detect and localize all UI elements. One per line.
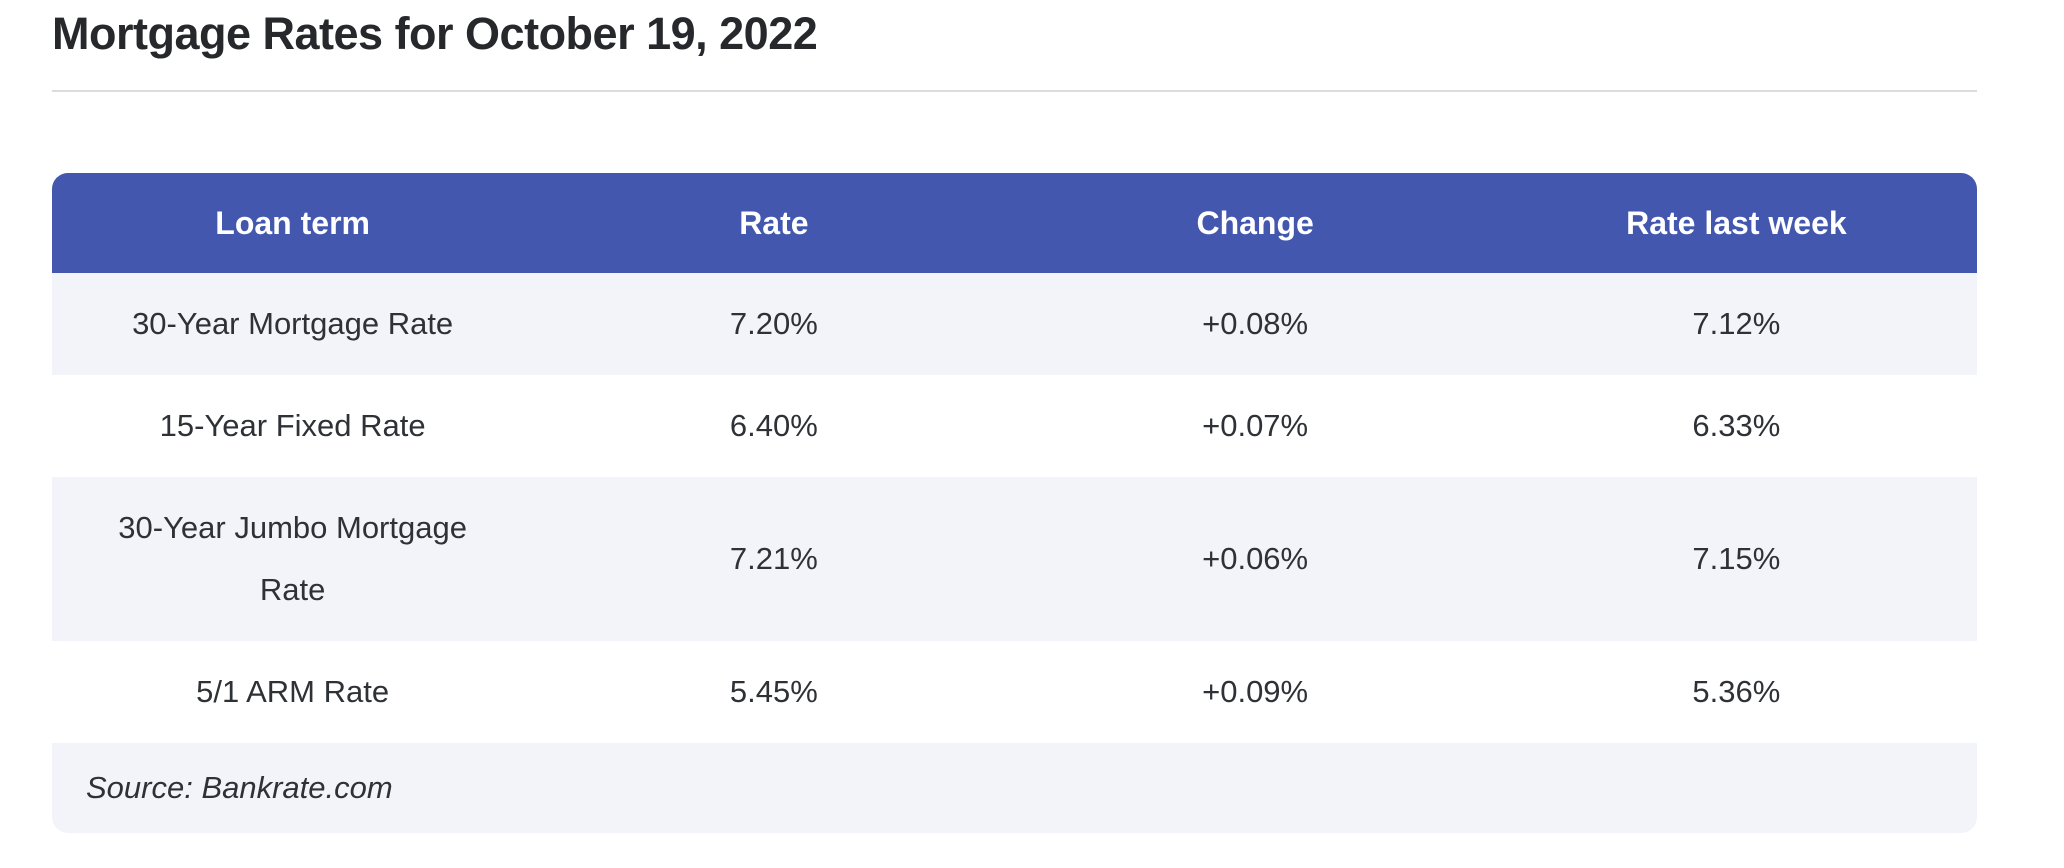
cell-rate-last-week: 6.33% (1692, 408, 1781, 443)
cell-change: +0.09% (1202, 674, 1309, 709)
cell-rate-last-week: 7.15% (1692, 541, 1781, 576)
page: Mortgage Rates for October 19, 2022 Loan… (52, 8, 1977, 833)
column-header-change: Change (1196, 204, 1314, 241)
cell-loan-term: 5/1 ARM Rate (52, 661, 533, 723)
cell-loan-term: 15-Year Fixed Rate (52, 395, 533, 457)
loan-term-text: 30-Year Jumbo Mortgage Rate (118, 510, 467, 607)
mortgage-rates-table: Loan term Rate Change Rate last week 30-… (52, 173, 1977, 833)
cell-change: +0.08% (1202, 306, 1309, 341)
table-row: 30-Year Jumbo Mortgage Rate 7.21% +0.06%… (52, 477, 1977, 641)
table-row: 30-Year Mortgage Rate 7.20% +0.08% 7.12% (52, 273, 1977, 375)
column-header-loan-term: Loan term (215, 204, 370, 241)
cell-change: +0.06% (1202, 541, 1309, 576)
table-source-row: Source: Bankrate.com (52, 743, 1977, 833)
cell-loan-term: 30-Year Mortgage Rate (52, 293, 533, 355)
column-header-rate-last-week: Rate last week (1626, 204, 1847, 241)
cell-loan-term: 30-Year Jumbo Mortgage Rate (52, 497, 533, 621)
table-row: 5/1 ARM Rate 5.45% +0.09% 5.36% (52, 641, 1977, 743)
source-note: Source: Bankrate.com (86, 770, 393, 805)
cell-rate: 5.45% (729, 674, 818, 709)
cell-rate-last-week: 5.36% (1692, 674, 1781, 709)
page-title: Mortgage Rates for October 19, 2022 (52, 8, 818, 59)
title-divider (52, 90, 1977, 92)
loan-term-text: 15-Year Fixed Rate (159, 408, 426, 443)
content-area: Mortgage Rates for October 19, 2022 Loan… (52, 8, 1977, 833)
table-header-row: Loan term Rate Change Rate last week (52, 173, 1977, 273)
table-row: 15-Year Fixed Rate 6.40% +0.07% 6.33% (52, 375, 1977, 477)
cell-change: +0.07% (1202, 408, 1309, 443)
loan-term-text: 5/1 ARM Rate (196, 674, 390, 709)
loan-term-text: 30-Year Mortgage Rate (132, 306, 454, 341)
cell-rate: 7.20% (729, 306, 818, 341)
cell-rate-last-week: 7.12% (1692, 306, 1781, 341)
cell-rate: 6.40% (729, 408, 818, 443)
cell-rate: 7.21% (729, 541, 818, 576)
column-header-rate: Rate (739, 204, 809, 241)
